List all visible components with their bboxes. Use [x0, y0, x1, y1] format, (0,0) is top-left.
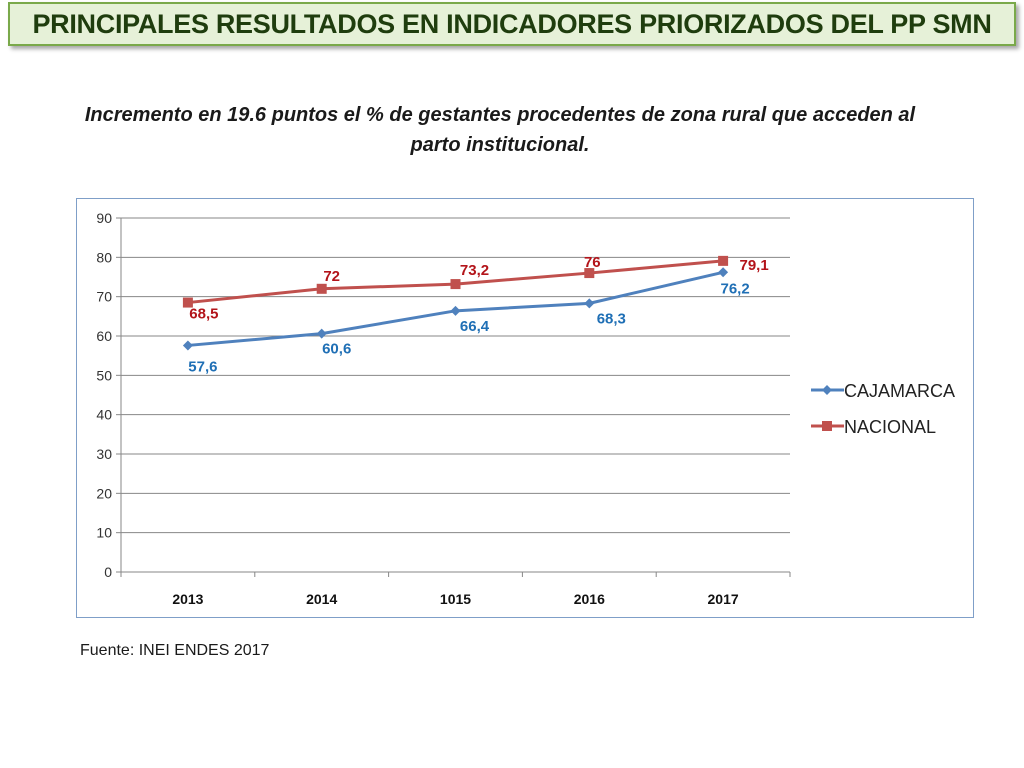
- data-point: [718, 255, 729, 266]
- data-label: 79,1: [739, 257, 768, 274]
- data-point: [584, 298, 595, 309]
- data-label: 72: [323, 268, 340, 285]
- legend-swatch-marker: [822, 385, 832, 395]
- x-tick-label: 2017: [708, 591, 739, 607]
- y-tick-label: 10: [96, 525, 112, 541]
- data-label: 60,6: [322, 341, 351, 358]
- x-tick-label: 2016: [574, 591, 605, 607]
- y-tick-label: 90: [96, 210, 112, 226]
- data-point: [450, 279, 461, 290]
- line-chart: 0 10 20 30 40 50 60 70 80 90 2013 2014 1015 2016 2017 5…: [96, 210, 955, 607]
- y-tick-label: 0: [104, 564, 112, 580]
- data-point: [584, 268, 595, 279]
- x-tick-label: 1015: [440, 591, 471, 607]
- legend-entry: CAJAMARCA: [844, 381, 955, 401]
- chart-frame: [76, 198, 974, 618]
- data-point: [182, 340, 193, 351]
- data-label: 57,6: [188, 358, 217, 375]
- data-point: [316, 328, 327, 339]
- legend-swatch-marker: [822, 421, 832, 431]
- data-label: 68,3: [597, 310, 626, 327]
- data-label: 66,4: [460, 318, 490, 335]
- y-tick-label: 20: [96, 485, 112, 501]
- data-point: [450, 305, 461, 316]
- source-note: Fuente: INEI ENDES 2017: [80, 642, 270, 659]
- slide-title: PRINCIPALES RESULTADOS EN INDICADORES PR…: [32, 8, 992, 39]
- data-point: [718, 267, 729, 278]
- slide-subtitle: Incremento en 19.6 puntos el % de gestan…: [84, 104, 916, 156]
- y-tick-label: 30: [96, 446, 112, 462]
- legend-entry: NACIONAL: [844, 417, 936, 437]
- y-tick-label: 70: [96, 289, 112, 305]
- x-tick-label: 2014: [306, 591, 337, 607]
- y-tick-label: 80: [96, 249, 112, 265]
- data-label: 76: [584, 254, 601, 271]
- y-tick-label: 50: [96, 367, 112, 383]
- data-label: 68,5: [189, 306, 218, 323]
- data-point: [182, 297, 193, 308]
- title-banner: PRINCIPALES RESULTADOS EN INDICADORES PR…: [8, 2, 1016, 46]
- y-tick-label: 40: [96, 407, 112, 423]
- data-point: [316, 283, 327, 294]
- x-tick-label: 2013: [172, 591, 203, 607]
- y-tick-label: 60: [96, 328, 112, 344]
- data-label: 73,2: [460, 262, 489, 279]
- data-label: 76,2: [720, 280, 749, 297]
